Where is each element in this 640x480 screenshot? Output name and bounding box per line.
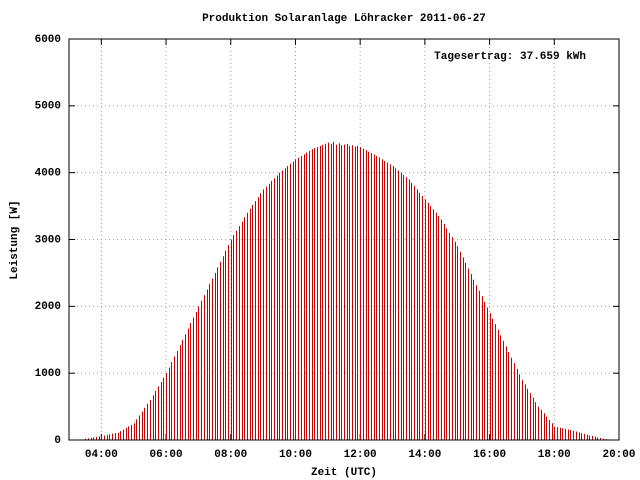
x-tick-label: 08:00 xyxy=(214,449,247,461)
x-tick-label: 14:00 xyxy=(408,449,441,461)
y-tick-label: 2000 xyxy=(35,301,61,313)
y-tick-label: 0 xyxy=(54,435,61,447)
y-tick-label: 6000 xyxy=(35,34,61,46)
x-tick-label: 10:00 xyxy=(279,449,312,461)
plot-frame xyxy=(68,38,620,441)
x-tick-label: 20:00 xyxy=(602,449,635,461)
x-tick-label: 06:00 xyxy=(150,449,183,461)
x-tick-label: 12:00 xyxy=(344,449,377,461)
y-tick-label: 3000 xyxy=(35,234,61,246)
x-tick-label: 18:00 xyxy=(538,449,571,461)
annotation: Tagesertrag: 37.659 kWh xyxy=(434,51,586,63)
y-tick-label: 4000 xyxy=(35,168,61,180)
y-tick-label: 5000 xyxy=(35,101,61,113)
x-tick-label: 04:00 xyxy=(85,449,118,461)
y-axis-label: Leistung [W] xyxy=(9,200,21,279)
chart-title: Produktion Solaranlage Löhracker 2011-06… xyxy=(202,13,486,25)
x-tick-label: 16:00 xyxy=(473,449,506,461)
x-axis-label: Zeit (UTC) xyxy=(311,467,377,479)
y-tick-label: 1000 xyxy=(35,368,61,380)
